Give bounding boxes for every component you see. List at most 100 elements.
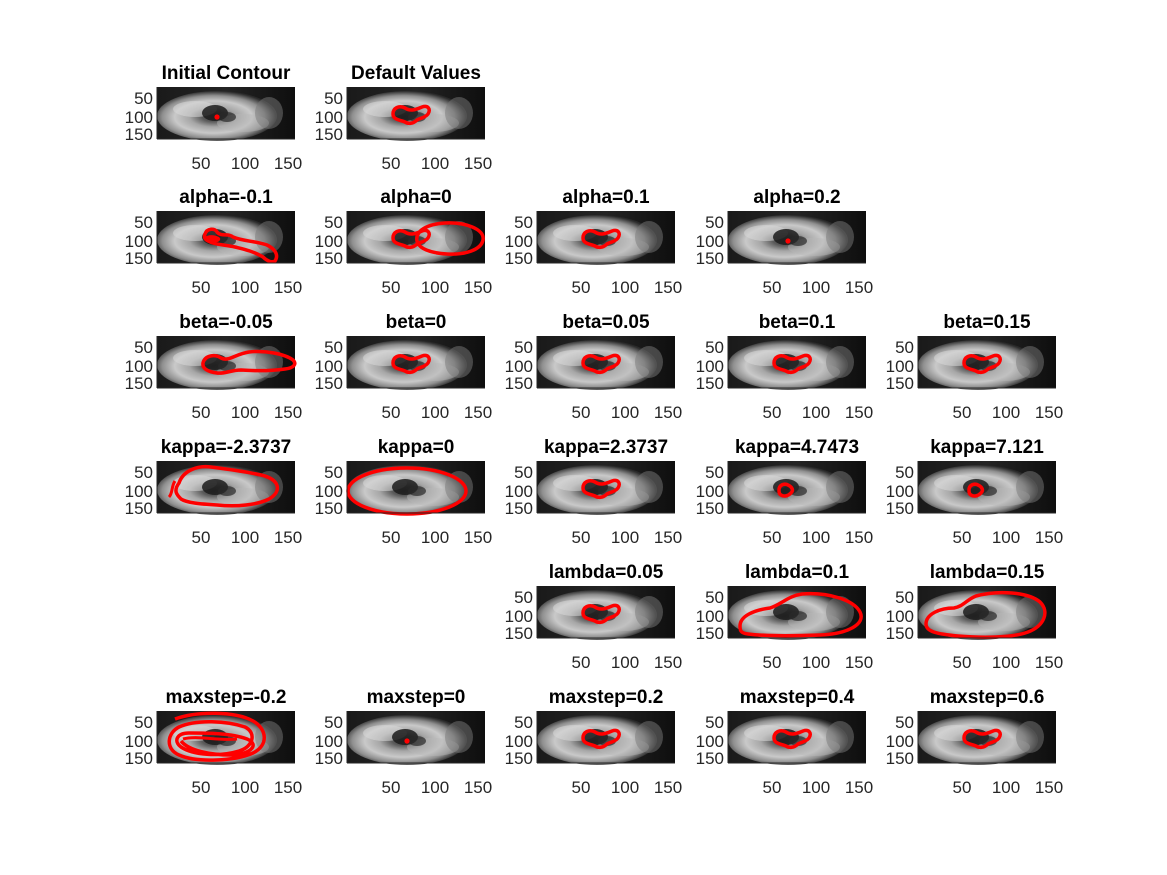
- panel-title: beta=0.05: [562, 312, 650, 333]
- panel-title: kappa=2.3737: [544, 437, 668, 458]
- x-tick-label: 150: [1035, 403, 1063, 422]
- y-tick-label: 50: [514, 713, 533, 732]
- y-tick-label: 50: [895, 588, 914, 607]
- contour-beta-neg: [201, 349, 297, 375]
- grayscale-image: [728, 711, 866, 765]
- contour-blob: [581, 478, 621, 500]
- panel-title: alpha=0.2: [753, 187, 840, 208]
- x-tick-label: 50: [763, 278, 782, 297]
- x-tick-label: 150: [274, 403, 302, 422]
- y-tick-label: 50: [324, 338, 343, 357]
- panel-title: lambda=0.1: [745, 562, 849, 583]
- contour-blob: [962, 728, 1002, 750]
- x-tick-label: 150: [654, 278, 682, 297]
- x-tick-label: 150: [1035, 653, 1063, 672]
- grayscale-image: [157, 87, 295, 141]
- y-tick-label: 150: [315, 749, 343, 768]
- grayscale-image: [537, 336, 675, 390]
- x-tick-label: 100: [231, 778, 259, 797]
- x-tick-label: 150: [845, 653, 873, 672]
- grayscale-image: [728, 336, 866, 390]
- panel-title: lambda=0.05: [549, 562, 664, 583]
- x-tick-label: 150: [654, 778, 682, 797]
- x-tick-label: 100: [421, 778, 449, 797]
- y-tick-label: 100: [505, 482, 533, 501]
- x-tick-label: 100: [992, 778, 1020, 797]
- y-tick-label: 150: [886, 624, 914, 643]
- x-tick-label: 150: [1035, 778, 1063, 797]
- y-tick-label: 50: [324, 463, 343, 482]
- y-tick-label: 100: [505, 357, 533, 376]
- contour-blob: [581, 603, 621, 625]
- x-tick-label: 100: [992, 653, 1020, 672]
- y-tick-label: 150: [125, 374, 153, 393]
- y-tick-label: 150: [125, 749, 153, 768]
- contour-blob: [391, 104, 431, 126]
- y-tick-label: 150: [125, 249, 153, 268]
- y-tick-label: 100: [315, 357, 343, 376]
- x-tick-label: 50: [192, 278, 211, 297]
- y-tick-label: 100: [696, 482, 724, 501]
- y-tick-label: 100: [696, 732, 724, 751]
- y-tick-label: 100: [696, 232, 724, 251]
- x-tick-label: 150: [464, 154, 492, 173]
- grayscale-image: [728, 211, 866, 265]
- x-tick-label: 150: [464, 778, 492, 797]
- panel-title: Default Values: [351, 63, 481, 84]
- y-tick-label: 100: [315, 482, 343, 501]
- x-tick-label: 100: [231, 154, 259, 173]
- panel-title: maxstep=-0.2: [166, 687, 287, 708]
- grayscale-image: [918, 336, 1056, 390]
- y-tick-label: 100: [315, 232, 343, 251]
- contour-small-blob: [967, 482, 985, 498]
- panel-title: beta=0: [386, 312, 447, 333]
- contour-alpha-neg: [202, 227, 279, 264]
- y-tick-label: 150: [315, 499, 343, 518]
- y-tick-label: 150: [696, 374, 724, 393]
- y-tick-label: 100: [886, 607, 914, 626]
- panel-title: alpha=-0.1: [179, 187, 273, 208]
- contour-dot: [785, 238, 791, 244]
- x-tick-label: 150: [274, 154, 302, 173]
- y-tick-label: 100: [505, 607, 533, 626]
- x-tick-label: 150: [845, 528, 873, 547]
- contour-alpha-zero: [391, 221, 485, 256]
- x-tick-label: 100: [802, 528, 830, 547]
- panel-title: maxstep=0: [367, 687, 466, 708]
- contour-blob: [391, 353, 431, 375]
- y-tick-label: 50: [134, 89, 153, 108]
- grayscale-image: [537, 711, 675, 765]
- y-tick-label: 100: [886, 732, 914, 751]
- x-tick-label: 50: [763, 528, 782, 547]
- x-tick-label: 150: [464, 403, 492, 422]
- grayscale-image: [157, 336, 295, 390]
- x-tick-label: 100: [611, 528, 639, 547]
- y-tick-label: 150: [315, 125, 343, 144]
- y-tick-label: 50: [514, 588, 533, 607]
- grayscale-image: [157, 211, 295, 265]
- contour-dot: [214, 114, 220, 120]
- y-tick-label: 50: [705, 463, 724, 482]
- y-tick-label: 50: [705, 713, 724, 732]
- contour-blob: [581, 353, 621, 375]
- y-tick-label: 150: [505, 749, 533, 768]
- x-tick-label: 100: [992, 403, 1020, 422]
- y-tick-label: 100: [696, 607, 724, 626]
- x-tick-label: 100: [231, 403, 259, 422]
- grayscale-image: [537, 461, 675, 515]
- x-tick-label: 150: [464, 528, 492, 547]
- y-tick-label: 150: [505, 499, 533, 518]
- x-tick-label: 50: [953, 528, 972, 547]
- y-tick-label: 100: [125, 732, 153, 751]
- x-tick-label: 100: [421, 403, 449, 422]
- y-tick-label: 50: [895, 713, 914, 732]
- y-tick-label: 100: [696, 357, 724, 376]
- x-tick-label: 150: [654, 528, 682, 547]
- x-tick-label: 50: [572, 653, 591, 672]
